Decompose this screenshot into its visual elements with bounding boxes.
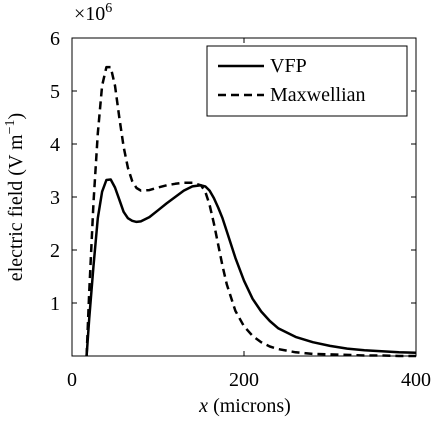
y-tick-label: 4: [50, 134, 60, 156]
axis-ticks: [71, 37, 417, 356]
y-tick-label: 6: [50, 28, 60, 50]
y-tick-label: 2: [50, 240, 60, 262]
x-axis-label: x (microns): [198, 395, 291, 417]
series-line-vfp: [85, 178, 417, 357]
y-tick-label: 3: [50, 187, 60, 209]
x-tick-label: 200: [229, 369, 259, 391]
legend-box: [206, 45, 408, 117]
y-tick-label: 1: [50, 293, 60, 315]
legend-label-maxwellian: Maxwellian: [270, 84, 366, 106]
y-tick-label: 5: [50, 81, 60, 103]
x-tick-label: 400: [401, 369, 431, 391]
y-multiplier: ×106: [74, 1, 112, 25]
series-lines: [85, 65, 417, 358]
x-tick-label: 0: [67, 369, 77, 391]
y-axis-label: electric field (V m−1): [3, 113, 27, 281]
legend: VFP Maxwellian: [206, 45, 408, 117]
tick-labels: 0 200 400 1 2 3 4 5 6: [50, 28, 431, 391]
legend-label-vfp: VFP: [270, 55, 307, 77]
series-line-maxwellian: [85, 65, 416, 358]
